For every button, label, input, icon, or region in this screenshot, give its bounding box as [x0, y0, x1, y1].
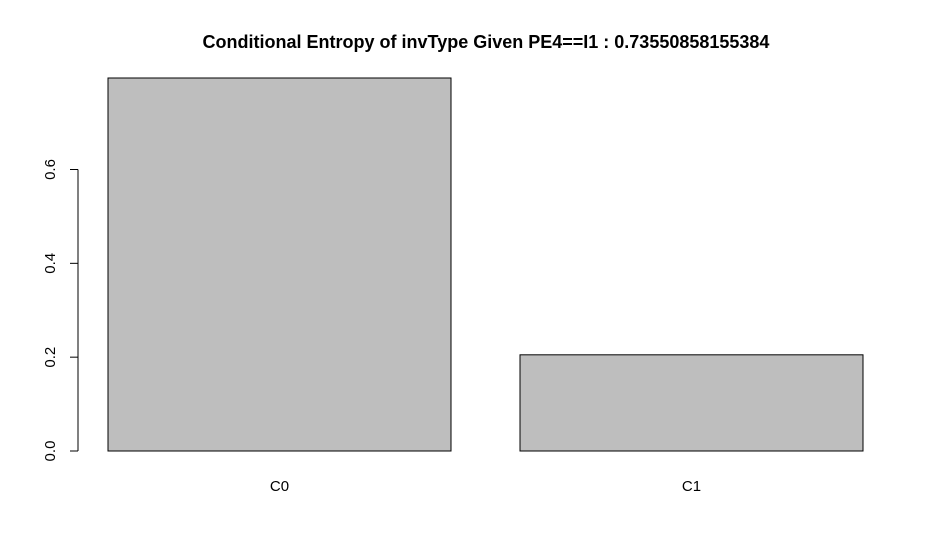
bar-c0	[107, 77, 452, 452]
x-axis-labels: C0 C1	[270, 478, 701, 495]
y-tick-label: 0.2	[42, 347, 59, 368]
y-axis: 0.0 0.2 0.4 0.6	[42, 159, 79, 462]
x-tick-label-c1: C1	[682, 478, 701, 495]
chart-title: Conditional Entropy of invType Given PE4…	[203, 32, 770, 52]
y-tick-label: 0.4	[42, 253, 59, 274]
y-tick-label: 0.6	[42, 159, 59, 180]
x-tick-label-c0: C0	[270, 478, 289, 495]
bars-group	[107, 77, 864, 452]
bar-c1	[519, 354, 864, 452]
y-tick-label: 0.0	[42, 441, 59, 462]
